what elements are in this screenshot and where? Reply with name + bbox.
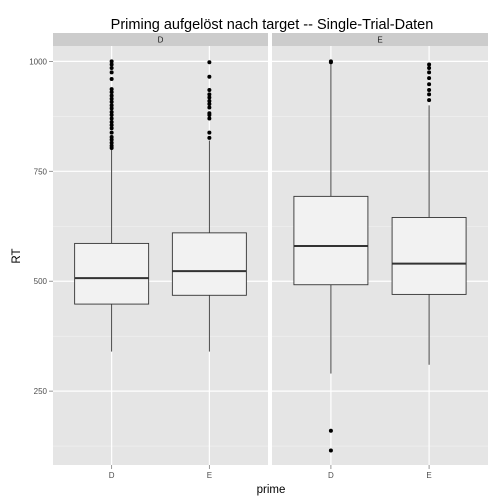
- outlier-point: [109, 120, 114, 125]
- outlier-point: [109, 99, 114, 104]
- y-tick-label: 750: [34, 167, 48, 176]
- outlier-point: [328, 59, 333, 64]
- outlier-point: [109, 135, 114, 140]
- box-iqr: [74, 242, 150, 305]
- outlier-point: [427, 65, 432, 70]
- outlier-point: [427, 70, 432, 75]
- outlier-point: [207, 95, 212, 100]
- outlier-point: [207, 130, 212, 135]
- facet-strip-label: E: [377, 36, 382, 45]
- outlier-point: [207, 135, 212, 140]
- outlier-point: [427, 82, 432, 87]
- y-axis-title: RT: [11, 248, 23, 263]
- outlier-point: [328, 428, 333, 433]
- x-tick-label: E: [207, 471, 212, 480]
- outlier-point: [207, 87, 212, 92]
- outlier-point: [207, 116, 212, 121]
- y-tick-label: 250: [34, 387, 48, 396]
- x-tick-label: E: [426, 471, 431, 480]
- outlier-point: [109, 59, 114, 64]
- outlier-point: [109, 90, 114, 95]
- outlier-point: [109, 106, 114, 111]
- outlier-point: [427, 87, 432, 92]
- facet-strip: [272, 33, 488, 46]
- outlier-point: [109, 93, 114, 98]
- outlier-point: [427, 98, 432, 103]
- x-axis-title: prime: [257, 484, 286, 496]
- outlier-point: [109, 126, 114, 131]
- outlier-point: [109, 103, 114, 108]
- outlier-point: [207, 92, 212, 97]
- outlier-point: [109, 123, 114, 128]
- outlier-point: [109, 140, 114, 145]
- outlier-point: [427, 76, 432, 81]
- outlier-point: [109, 76, 114, 81]
- outlier-point: [109, 65, 114, 70]
- outlier-point: [207, 102, 212, 107]
- outlier-point: [109, 62, 114, 67]
- outlier-point: [427, 62, 432, 67]
- outlier-point: [207, 111, 212, 116]
- outlier-point: [207, 105, 212, 110]
- outlier-point: [109, 130, 114, 135]
- chart-title: Priming aufgelöst nach target -- Single-…: [111, 17, 434, 33]
- outlier-point: [109, 109, 114, 114]
- outlier-point: [109, 116, 114, 121]
- outlier-point: [109, 87, 114, 92]
- y-tick-label: 1000: [29, 57, 47, 66]
- outlier-point: [328, 448, 333, 453]
- outlier-point: [207, 98, 212, 103]
- box-iqr: [293, 195, 369, 286]
- outlier-point: [109, 143, 114, 148]
- outlier-point: [207, 60, 212, 65]
- facet-strip-label: D: [158, 36, 164, 45]
- x-tick-label: D: [328, 471, 334, 480]
- outlier-point: [109, 113, 114, 118]
- x-tick-label: D: [109, 471, 115, 480]
- box-iqr: [171, 232, 247, 296]
- y-tick-label: 500: [34, 277, 48, 286]
- facet-strip: [53, 33, 268, 46]
- outlier-point: [427, 92, 432, 97]
- outlier-point: [109, 70, 114, 75]
- box-iqr: [391, 217, 467, 295]
- outlier-point: [207, 74, 212, 79]
- outlier-point: [109, 96, 114, 101]
